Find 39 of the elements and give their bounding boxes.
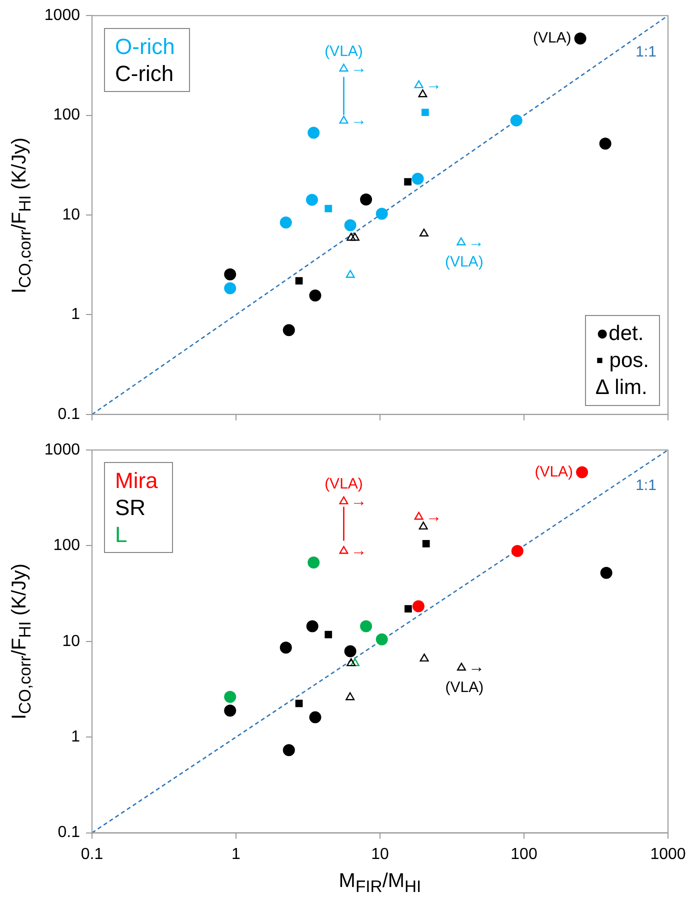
annotation: →	[426, 508, 442, 526]
annotation: →	[468, 234, 484, 251]
text: O-rich	[115, 32, 175, 60]
y-tick-label: 10	[62, 206, 80, 224]
annotation: ●det.	[596, 321, 644, 348]
y-tick-label: 100	[53, 106, 80, 124]
x-tick-label: 10	[371, 846, 389, 863]
annotation: (VLA)	[444, 254, 484, 271]
y-tick-label: 1	[71, 306, 80, 324]
annotation: →	[350, 60, 367, 78]
annotation: (VLA)	[324, 42, 363, 60]
text: L	[115, 521, 128, 548]
annotation: →	[350, 112, 367, 130]
x-tick-label: 1	[232, 846, 241, 863]
annotation: (VLA)	[534, 463, 574, 480]
text: SR	[115, 494, 147, 521]
y-tick-label: 1000	[44, 7, 80, 24]
y-tick-label: 1	[71, 728, 80, 746]
annotation: (VLA)	[532, 30, 572, 47]
annotation: →	[350, 492, 367, 510]
annotation: →	[468, 659, 484, 676]
text: C-rich	[115, 60, 175, 87]
annotation: →	[426, 76, 442, 94]
annotation: →	[350, 542, 367, 560]
series-label: 1:1	[636, 44, 656, 61]
x-axis-title: M$_{FIR}$/M$_{HI}$	[338, 870, 422, 897]
annotation: (VLA)	[445, 678, 484, 696]
y-tick-label: 0.1	[58, 406, 80, 423]
x-tick-label: 1000	[650, 846, 686, 863]
y-tick-label: 0.1	[58, 824, 80, 842]
series-label: 1:1	[636, 477, 656, 494]
annotation: ∆ lim.	[596, 375, 648, 402]
text: Mira	[115, 467, 158, 494]
y-tick-label: 1000	[44, 441, 80, 458]
y-tick-label: 100	[53, 537, 80, 554]
annotation: (VLA)	[324, 476, 363, 493]
y-tick-label: 10	[62, 632, 80, 650]
x-tick-label: 100	[510, 846, 538, 863]
annotation: ▪ pos.	[596, 348, 649, 374]
